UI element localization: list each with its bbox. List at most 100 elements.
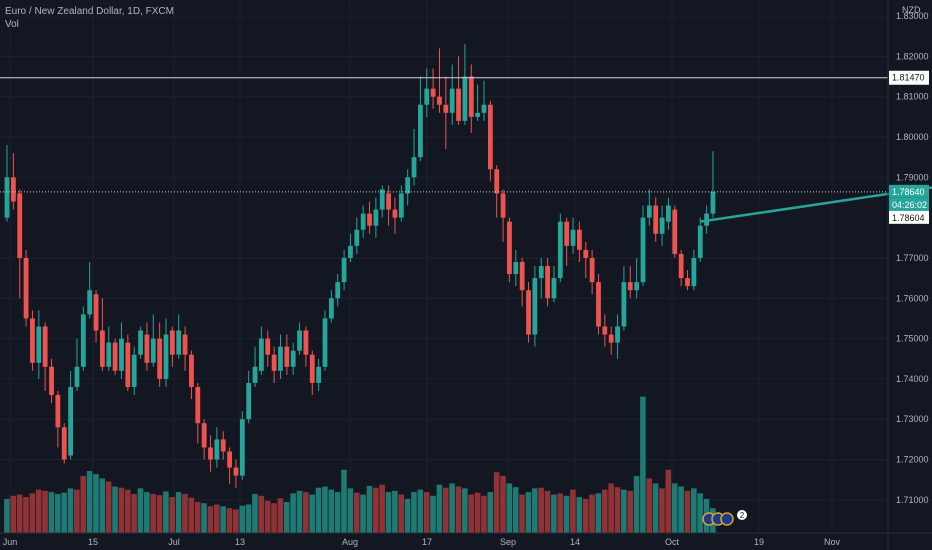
- candle-body: [710, 191, 716, 214]
- volume-bar: [144, 492, 150, 533]
- candle-body: [379, 189, 385, 210]
- horizontal-lines[interactable]: [0, 77, 888, 193]
- events-badge[interactable]: 2: [702, 510, 747, 526]
- time-axis[interactable]: Jun 15 Jul 13 Aug 17 Sep 14 Oct 19 Nov: [3, 537, 841, 547]
- volume-bar: [519, 494, 525, 533]
- y-tick-label: 1.80000: [896, 132, 929, 142]
- volume-bar: [245, 504, 252, 533]
- volume-bar: [341, 469, 347, 533]
- volume-bar: [124, 489, 131, 533]
- volume-bar: [334, 492, 341, 533]
- candle-body: [570, 229, 576, 246]
- volume-bar: [481, 495, 487, 533]
- candle-body: [335, 282, 341, 299]
- candle-body: [36, 326, 42, 363]
- volume-bar: [194, 502, 201, 533]
- volume-bar: [258, 495, 265, 533]
- trendline[interactable]: [700, 167, 932, 223]
- candle-body: [685, 278, 690, 287]
- volume-bar: [595, 493, 602, 533]
- volume-bar: [392, 490, 398, 533]
- volume-bar: [563, 495, 570, 533]
- y-tick-label: 1.82000: [896, 51, 929, 61]
- candle-body: [195, 386, 201, 424]
- candle-body: [621, 282, 627, 327]
- candle-body: [157, 338, 163, 379]
- volume-bar: [264, 500, 271, 533]
- candle-body: [507, 221, 512, 275]
- candle-body: [316, 366, 322, 383]
- candle-body: [640, 217, 646, 283]
- volume-bar: [239, 505, 246, 533]
- volume-bar: [315, 487, 322, 533]
- candle-body: [386, 193, 391, 210]
- open-tag-text: 1.78604: [892, 213, 925, 223]
- currency-label[interactable]: NZD: [902, 5, 921, 15]
- volume-bar: [500, 475, 506, 533]
- volume-bar: [525, 492, 532, 533]
- candle-body: [456, 88, 461, 121]
- volume-bar: [80, 475, 87, 533]
- candle-body: [634, 282, 640, 291]
- candle-body: [214, 439, 220, 460]
- candle-body: [481, 104, 487, 113]
- volume-bar: [360, 494, 366, 533]
- candle-body: [430, 88, 436, 97]
- volume-bar: [621, 489, 627, 533]
- candle-body: [144, 334, 150, 363]
- candle-body: [328, 298, 334, 319]
- volume-bar: [633, 475, 640, 533]
- volume-bar: [150, 493, 156, 533]
- candle-body: [494, 169, 500, 194]
- volume-bar: [417, 489, 424, 533]
- candle-body: [672, 209, 678, 254]
- volume-bar: [283, 502, 290, 533]
- candle-body: [608, 334, 614, 343]
- candle-body: [163, 334, 169, 379]
- volume-bar: [608, 483, 614, 533]
- candle-body: [615, 326, 620, 343]
- volume-bar: [277, 498, 284, 533]
- trend-line: [700, 186, 932, 223]
- flag-icon: [720, 512, 734, 526]
- candle-body: [176, 330, 182, 355]
- candle-body: [290, 350, 296, 367]
- candle-body: [201, 423, 207, 448]
- volume-bar: [201, 503, 207, 533]
- candle-body: [373, 209, 379, 226]
- y-tick-label: 1.77000: [896, 253, 929, 263]
- candle-body: [10, 177, 16, 202]
- candle-body: [487, 104, 493, 170]
- candle-body: [449, 88, 455, 113]
- candle-body: [577, 229, 582, 250]
- candle-body: [367, 213, 372, 226]
- candlesticks: [4, 44, 716, 488]
- volume-bar: [296, 490, 303, 533]
- volume-bar: [506, 483, 513, 533]
- candle-body: [189, 354, 194, 387]
- candle-body: [23, 257, 29, 319]
- candle-body: [392, 209, 398, 218]
- volume-bar: [614, 487, 621, 533]
- y-tick-label: 1.76000: [896, 293, 929, 303]
- volume-bar: [16, 494, 23, 533]
- volume-bar: [29, 493, 36, 533]
- x-tick-label: Jul: [168, 537, 180, 547]
- volume-bar: [538, 487, 544, 533]
- candle-body: [589, 257, 595, 283]
- volume-bar: [652, 483, 659, 533]
- volume-bar: [233, 509, 239, 533]
- volume-bar: [303, 492, 309, 533]
- candle-body: [545, 266, 550, 299]
- volume-bar: [423, 492, 430, 533]
- countdown-tag-text: 04:26:02: [892, 200, 927, 210]
- price-tags: 1.81470 1.78640 04:26:02 1.78604: [889, 70, 929, 224]
- candle-body: [87, 290, 93, 315]
- y-tick-label: 1.79000: [896, 172, 929, 182]
- y-tick-label: 1.73000: [896, 414, 929, 424]
- x-tick-label: 13: [235, 537, 245, 547]
- candle-body: [564, 221, 570, 246]
- candle-body: [106, 342, 112, 367]
